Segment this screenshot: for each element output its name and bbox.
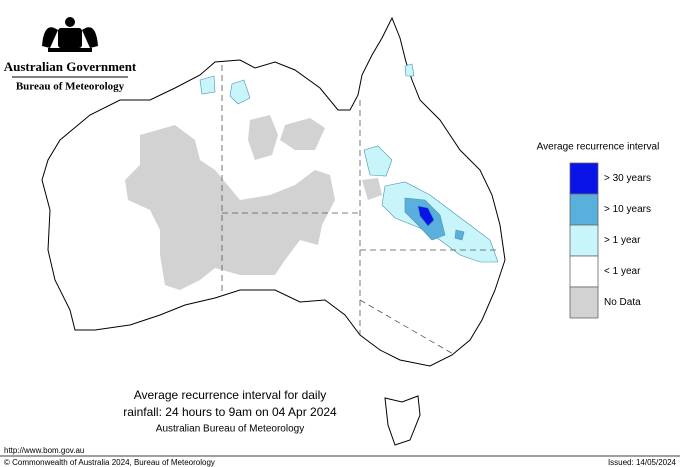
legend: > 30 years > 10 years > 1 year < 1 year No D… — [569, 162, 651, 319]
footer-issued: Issued: 14/05/2024 — [608, 458, 677, 467]
legend-label: > 1 year — [604, 235, 641, 246]
caption-source: Australian Bureau of Meteorology — [156, 424, 304, 435]
footer-url: http://www.bom.gov.au — [4, 446, 84, 455]
legend-label: < 1 year — [604, 266, 641, 277]
legend-swatch — [569, 162, 599, 195]
state-borders — [221, 65, 500, 356]
government-name: Australian Government — [4, 59, 137, 74]
legend-swatch — [569, 255, 599, 288]
rainfall-regions — [199, 63, 499, 263]
caption-line: Average recurrence interval for daily — [134, 388, 327, 402]
legend-swatch — [569, 224, 599, 257]
agency-name: Bureau of Meteorology — [16, 81, 125, 93]
crest — [42, 17, 98, 52]
legend-swatch — [569, 193, 599, 226]
tasmania — [384, 395, 421, 446]
legend-label: > 30 years — [604, 173, 651, 184]
legend-title: Average recurrence interval — [537, 142, 660, 153]
legend-label: No Data — [604, 297, 641, 308]
legend-swatch — [569, 286, 599, 319]
caption-line: rainfall: 24 hours to 9am on 04 Apr 2024 — [123, 405, 337, 419]
mainland — [41, 16, 506, 367]
no-data-regions — [125, 115, 382, 290]
footer-copyright: © Commonwealth of Australia 2024, Bureau… — [4, 458, 215, 467]
legend-label: > 10 years — [604, 204, 651, 215]
